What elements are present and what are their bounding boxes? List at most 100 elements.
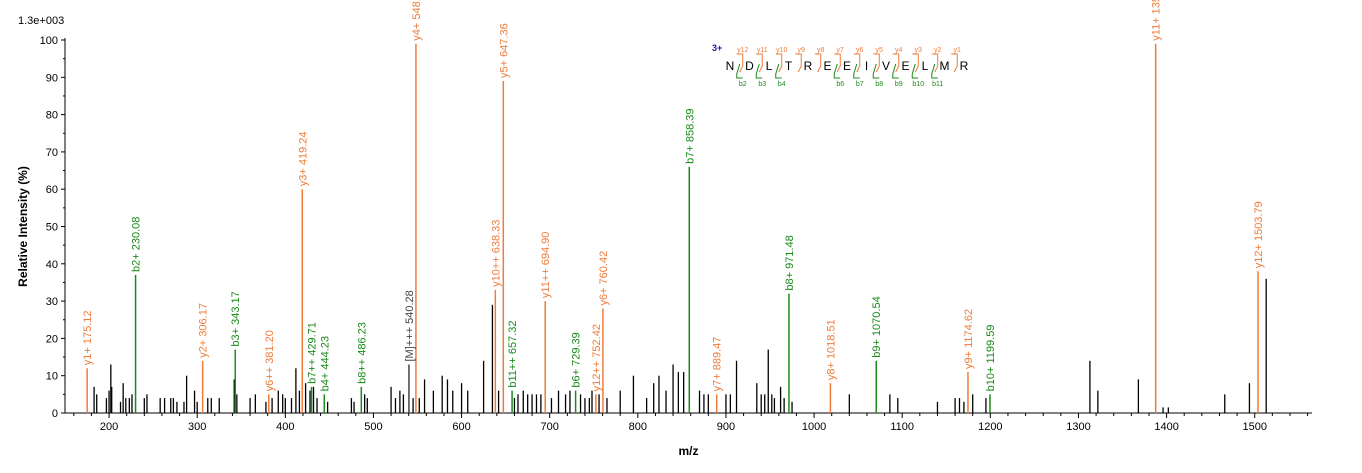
y-fragment-mark [834, 53, 841, 73]
x-tick-label: 1200 [978, 421, 1002, 433]
b-ion-label: b4 [778, 81, 786, 88]
y-axis: 0 10 20 30 40 50 60 70 80 90 100 [40, 35, 66, 420]
b-fragment-mark [736, 63, 743, 79]
peak-label: b3+ 343.17 [230, 291, 242, 346]
sequence-residue: L [766, 59, 773, 73]
y-tick-label: 80 [46, 110, 58, 122]
x-tick-label: 900 [717, 421, 735, 433]
peak-label: y9+ 1174.62 [963, 309, 975, 369]
y-tick-label: 50 [46, 222, 58, 234]
x-tick-label: 600 [452, 421, 470, 433]
y-tick-label: 100 [40, 35, 58, 47]
peak-label: b8+ 971.48 [784, 235, 796, 290]
charge-state: 3+ [712, 43, 722, 53]
x-tick-label: 1500 [1242, 421, 1266, 433]
peak-label: y8+ 1018.51 [825, 319, 837, 380]
x-tick-label: 500 [364, 421, 382, 433]
peaks-layer [86, 43, 1267, 413]
peak-label: y4+ 548.2 [411, 0, 423, 41]
y-ion-label: y9 [798, 47, 806, 54]
x-tick-label: 800 [629, 421, 647, 433]
y-fragment-mark [756, 53, 763, 73]
peak-label: y2+ 306.17 [198, 303, 210, 358]
peak-label: y1+ 175.12 [82, 310, 94, 365]
y-fragment-mark [795, 53, 802, 73]
peak-label: b8++ 486.23 [356, 322, 368, 384]
x-tick-label: 200 [100, 421, 118, 433]
x-tick-label: 1000 [802, 421, 826, 433]
x-tick-label: 300 [188, 421, 206, 433]
y-ion-label: y5 [876, 47, 884, 54]
y-ion-label: y2 [934, 47, 942, 54]
y-tick-label: 90 [46, 72, 58, 84]
b-fragment-mark [853, 63, 860, 79]
y-ion-label: y8 [817, 47, 825, 54]
sequence-residue: V [882, 59, 890, 73]
peak-label: b7+ 858.39 [684, 108, 696, 163]
y-fragment-mark [853, 53, 861, 73]
b-fragment-mark [872, 63, 880, 79]
y-fragment-mark [814, 53, 822, 73]
b-fragment-mark [833, 63, 841, 79]
x-tick-label: 1400 [1154, 421, 1178, 433]
peak-label: y12++ 752.42 [591, 324, 603, 391]
peak-label: b7++ 429.71 [307, 322, 319, 384]
y-tick-label: 70 [46, 147, 58, 159]
b-fragment-mark [931, 63, 938, 79]
y-fragment-mark [873, 53, 880, 73]
peak-label: y6+ 760.42 [598, 251, 610, 306]
b-ion-label: b9 [895, 81, 903, 88]
peak-label: y6++ 381.20 [264, 330, 276, 391]
y-ion-label: y4 [895, 47, 903, 54]
peak-labels-layer: y1+ 175.12 b2+ 230.08 y2+ 306.17 b3+ 343.17… [82, 0, 1265, 391]
y-fragment-mark [775, 53, 783, 73]
y-ion-label: y10 [776, 47, 787, 54]
sequence-residue: E [901, 59, 909, 73]
y-tick-label: 10 [46, 371, 58, 383]
sequence-residue: D [745, 59, 754, 73]
scale-label: 1.3e+003 [18, 15, 65, 27]
y-tick-label: 0 [52, 408, 58, 420]
b-ion-label: b11 [932, 81, 943, 88]
peak-label: y11+ 135 [1151, 0, 1163, 41]
y-tick-label: 40 [46, 259, 58, 271]
sequence-residue: E [843, 59, 851, 73]
peak-label: y12+ 1503.79 [1253, 201, 1265, 268]
y-fragment-mark [736, 53, 744, 73]
y-tick-label: 60 [46, 184, 58, 196]
y-fragment-mark [931, 53, 939, 73]
sequence-residue: E [823, 59, 831, 73]
y-ion-label: y3 [915, 47, 923, 54]
peak-label: b9+ 1070.54 [871, 296, 883, 357]
y-ion-label: y11 [757, 47, 768, 54]
peak-label: y10++ 638.33 [490, 220, 502, 287]
y-ion-label: y12 [737, 47, 748, 54]
sequence-residue: L [922, 59, 929, 73]
sequence-residue: T [785, 59, 793, 73]
sequence-residue: R [804, 59, 813, 73]
y-ion-label: y7 [837, 47, 845, 54]
x-axis: 200 300 400 500 600 700 800 900 1000 1100 1200 1300… [65, 412, 1312, 433]
y-axis-title: Relative Intensity (%) [16, 166, 30, 287]
x-tick-label: 400 [276, 421, 294, 433]
y-fragment-mark [951, 53, 958, 73]
b-ion-label: b10 [912, 81, 924, 88]
y-fragment-mark [912, 53, 919, 73]
b-ion-label: b8 [875, 81, 883, 88]
peak-label: [M]+++ 540.28 [404, 290, 416, 361]
x-tick-label: 1100 [890, 421, 914, 433]
b-fragment-mark [892, 63, 899, 79]
peak-label: b11++ 657.32 [507, 321, 519, 388]
b-ion-label: b6 [836, 81, 844, 88]
x-axis-title: m/z [678, 444, 698, 458]
y-tick-label: 20 [46, 333, 58, 345]
peak-label: y11++ 694.90 [540, 232, 552, 298]
x-tick-label: 700 [541, 421, 559, 433]
peak-label: b4+ 444.23 [319, 336, 331, 391]
b-ion-label: b7 [856, 81, 864, 88]
peak-label: b10+ 1199.59 [985, 325, 997, 392]
b-fragment-mark [911, 63, 919, 79]
peak-label: b2+ 230.08 [131, 217, 143, 272]
y-ion-label: y6 [856, 47, 864, 54]
